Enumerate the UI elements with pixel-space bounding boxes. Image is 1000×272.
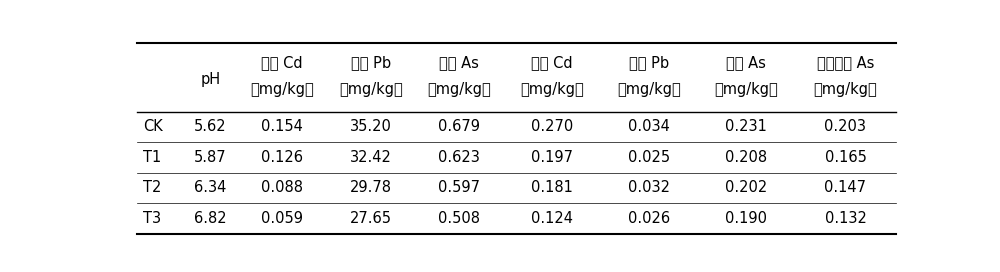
Text: T3: T3 (143, 211, 161, 226)
Text: 0.231: 0.231 (725, 119, 767, 134)
Text: 稻米 As: 稻米 As (726, 55, 766, 70)
Text: （mg/kg）: （mg/kg） (520, 82, 584, 97)
Text: 0.025: 0.025 (628, 150, 670, 165)
Text: pH: pH (200, 72, 221, 87)
Text: 0.208: 0.208 (725, 150, 767, 165)
Text: T2: T2 (143, 180, 161, 196)
Text: 0.124: 0.124 (531, 211, 573, 226)
Text: 0.132: 0.132 (825, 211, 866, 226)
Text: 32.42: 32.42 (350, 150, 392, 165)
Text: 0.270: 0.270 (531, 119, 573, 134)
Text: 5.62: 5.62 (194, 119, 227, 134)
Text: 0.679: 0.679 (438, 119, 480, 134)
Text: 6.82: 6.82 (194, 211, 227, 226)
Text: （mg/kg）: （mg/kg） (714, 82, 778, 97)
Text: 稻米 Pb: 稻米 Pb (629, 55, 669, 70)
Text: 0.623: 0.623 (438, 150, 480, 165)
Text: 0.032: 0.032 (628, 180, 670, 196)
Text: 0.202: 0.202 (725, 180, 767, 196)
Text: 稻米无机 As: 稻米无机 As (817, 55, 874, 70)
Text: （mg/kg）: （mg/kg） (250, 82, 314, 97)
Text: 稻米 Cd: 稻米 Cd (531, 55, 573, 70)
Text: 0.203: 0.203 (824, 119, 866, 134)
Text: 0.165: 0.165 (825, 150, 866, 165)
Text: 29.78: 29.78 (350, 180, 392, 196)
Text: 5.87: 5.87 (194, 150, 227, 165)
Text: 35.20: 35.20 (350, 119, 392, 134)
Text: 0.597: 0.597 (438, 180, 480, 196)
Text: 0.034: 0.034 (628, 119, 670, 134)
Text: （mg/kg）: （mg/kg） (814, 82, 877, 97)
Text: 0.190: 0.190 (725, 211, 767, 226)
Text: （mg/kg）: （mg/kg） (339, 82, 403, 97)
Text: （mg/kg）: （mg/kg） (428, 82, 491, 97)
Text: 0.154: 0.154 (261, 119, 303, 134)
Text: （mg/kg）: （mg/kg） (617, 82, 681, 97)
Text: CK: CK (143, 119, 163, 134)
Text: 6.34: 6.34 (194, 180, 227, 196)
Text: 有效 As: 有效 As (439, 55, 479, 70)
Text: 0.126: 0.126 (261, 150, 303, 165)
Text: 0.181: 0.181 (531, 180, 573, 196)
Text: 0.026: 0.026 (628, 211, 670, 226)
Text: T1: T1 (143, 150, 161, 165)
Text: 0.147: 0.147 (824, 180, 866, 196)
Text: 0.508: 0.508 (438, 211, 480, 226)
Text: 27.65: 27.65 (350, 211, 392, 226)
Text: 0.088: 0.088 (261, 180, 303, 196)
Text: 0.197: 0.197 (531, 150, 573, 165)
Text: 0.059: 0.059 (261, 211, 303, 226)
Text: 有效 Pb: 有效 Pb (351, 55, 391, 70)
Text: 有效 Cd: 有效 Cd (261, 55, 303, 70)
